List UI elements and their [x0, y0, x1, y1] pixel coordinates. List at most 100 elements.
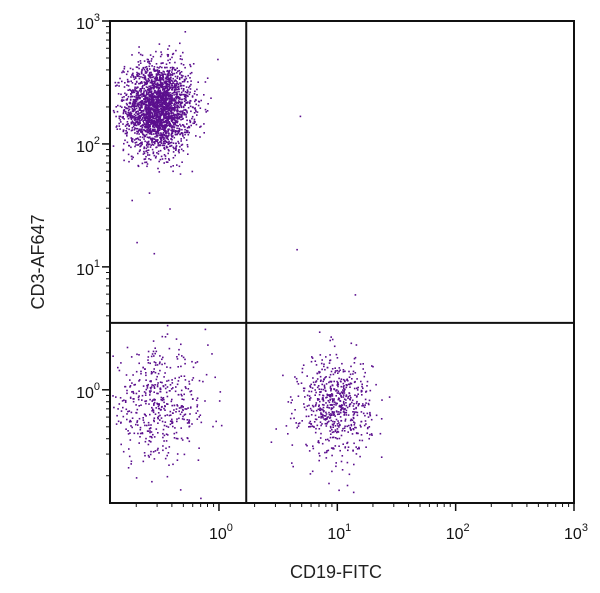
- event-point: [167, 148, 170, 151]
- event-point: [164, 92, 167, 95]
- event-point: [182, 51, 184, 54]
- event-point: [163, 91, 165, 93]
- event-point: [318, 405, 320, 408]
- event-point: [308, 422, 311, 424]
- event-point: [176, 117, 178, 120]
- event-point: [145, 372, 147, 374]
- event-point: [320, 412, 322, 414]
- event-point: [193, 122, 195, 124]
- event-point: [145, 83, 148, 86]
- event-point: [350, 424, 353, 427]
- event-point: [145, 379, 147, 381]
- event-point: [130, 121, 133, 124]
- event-point: [147, 127, 149, 130]
- event-point: [303, 406, 306, 409]
- event-point: [343, 414, 345, 416]
- event-point: [364, 420, 367, 422]
- event-point: [181, 113, 184, 115]
- event-point: [138, 97, 141, 100]
- event-point: [157, 407, 160, 410]
- event-point: [169, 73, 172, 75]
- event-point: [144, 113, 146, 116]
- event-point: [184, 96, 187, 98]
- event-point: [152, 102, 155, 104]
- event-point: [178, 130, 181, 132]
- event-point: [156, 364, 159, 366]
- event-point: [133, 91, 135, 94]
- event-point: [314, 394, 316, 396]
- event-point: [353, 463, 355, 466]
- event-point: [158, 125, 161, 127]
- event-point: [315, 391, 317, 394]
- event-point: [177, 82, 179, 85]
- event-point: [354, 426, 356, 429]
- event-point: [342, 378, 345, 381]
- event-point: [125, 99, 128, 101]
- event-point: [144, 158, 147, 160]
- event-point: [172, 165, 174, 167]
- event-point: [158, 70, 161, 72]
- event-point: [317, 440, 320, 442]
- event-point: [183, 95, 186, 97]
- event-point: [287, 401, 290, 403]
- event-point: [335, 465, 337, 468]
- event-point: [138, 75, 140, 78]
- event-point: [149, 394, 151, 396]
- event-point: [180, 393, 182, 396]
- event-point: [317, 385, 320, 387]
- event-point: [380, 418, 383, 420]
- event-point: [160, 97, 163, 100]
- event-point: [150, 80, 153, 82]
- event-point: [181, 411, 183, 413]
- event-point: [176, 124, 178, 127]
- event-point: [144, 125, 146, 128]
- event-point: [351, 399, 354, 402]
- event-point: [127, 123, 129, 125]
- event-point: [118, 85, 120, 87]
- event-point: [184, 98, 187, 101]
- event-point: [306, 375, 308, 377]
- event-point: [339, 449, 341, 452]
- event-point: [324, 451, 326, 454]
- event-point: [158, 113, 160, 115]
- event-point: [353, 411, 356, 413]
- event-point: [188, 425, 191, 428]
- event-point: [141, 142, 143, 144]
- event-point: [163, 73, 166, 75]
- event-point: [142, 103, 144, 105]
- event-point: [345, 411, 348, 414]
- event-point: [366, 412, 369, 415]
- event-point: [139, 120, 141, 122]
- event-point: [162, 428, 165, 431]
- event-point: [179, 489, 182, 491]
- event-point: [179, 123, 181, 126]
- event-point: [157, 85, 159, 87]
- event-point: [140, 372, 142, 375]
- event-point: [144, 454, 146, 457]
- event-point: [318, 372, 321, 374]
- event-point: [166, 137, 168, 140]
- event-point: [365, 402, 367, 404]
- event-point: [185, 116, 188, 118]
- event-point: [357, 404, 360, 407]
- event-point: [161, 397, 164, 400]
- event-point: [329, 339, 331, 342]
- event-point: [136, 118, 139, 121]
- event-point: [189, 88, 192, 90]
- event-point: [321, 403, 324, 406]
- event-point: [157, 94, 160, 97]
- event-point: [339, 369, 341, 371]
- event-point: [310, 409, 313, 412]
- event-point: [178, 78, 181, 81]
- event-point: [148, 136, 150, 139]
- event-point: [175, 49, 177, 52]
- event-point: [157, 403, 159, 405]
- event-point: [158, 71, 161, 73]
- event-point: [120, 362, 122, 364]
- event-point: [331, 411, 334, 413]
- event-point: [329, 414, 332, 417]
- event-point: [336, 357, 339, 359]
- event-point: [167, 109, 170, 112]
- event-point: [138, 133, 140, 135]
- event-point: [144, 119, 146, 121]
